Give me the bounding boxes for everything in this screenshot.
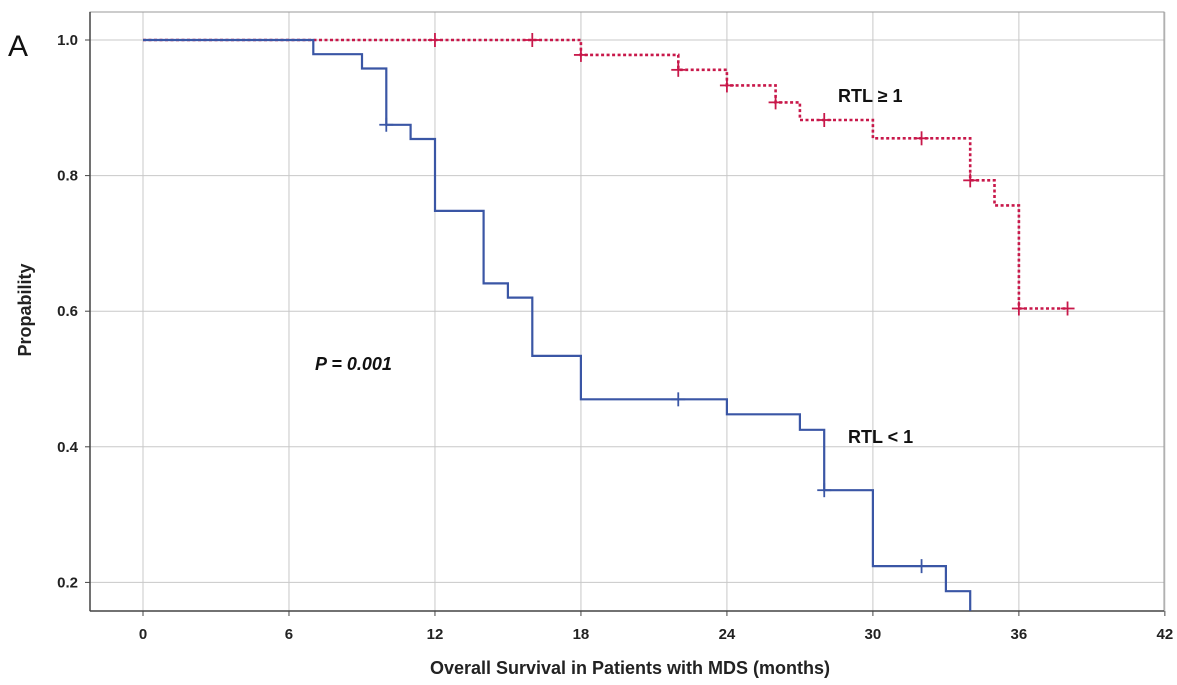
x-tick-label: 30 xyxy=(865,626,882,643)
axes xyxy=(85,11,1166,616)
x-tick-label: 0 xyxy=(139,626,147,643)
series-layer xyxy=(143,33,1075,611)
x-axis-title: Overall Survival in Patients with MDS (m… xyxy=(430,658,830,678)
panel-label: A xyxy=(8,30,28,63)
grid xyxy=(90,12,1166,611)
rtl-high-label: RTL ≥ 1 xyxy=(838,86,903,106)
x-tick-label: 42 xyxy=(1157,626,1174,643)
x-tick-label: 6 xyxy=(285,626,293,643)
rtl-high-survival-line xyxy=(143,38,1068,310)
x-tick-label: 24 xyxy=(719,626,736,643)
y-tick-label: 0.6 xyxy=(57,303,78,320)
tick-labels: 0 6 12 18 24 30 36 42 0.2 0.4 0.6 0.8 1.0 xyxy=(57,32,1173,643)
y-tick-label: 0.8 xyxy=(57,168,78,185)
p-value-label: P = 0.001 xyxy=(315,354,392,374)
x-tick-label: 12 xyxy=(427,626,444,643)
y-tick-label: 0.2 xyxy=(57,574,78,591)
x-tick-label: 18 xyxy=(573,626,590,643)
y-axis-title: Propability xyxy=(15,263,35,356)
y-tick-label: 1.0 xyxy=(57,32,78,49)
x-tick-label: 36 xyxy=(1011,626,1028,643)
y-tick-label: 0.4 xyxy=(57,439,79,456)
rtl-low-label: RTL < 1 xyxy=(848,427,913,447)
rtl-low-survival-line xyxy=(143,38,972,611)
